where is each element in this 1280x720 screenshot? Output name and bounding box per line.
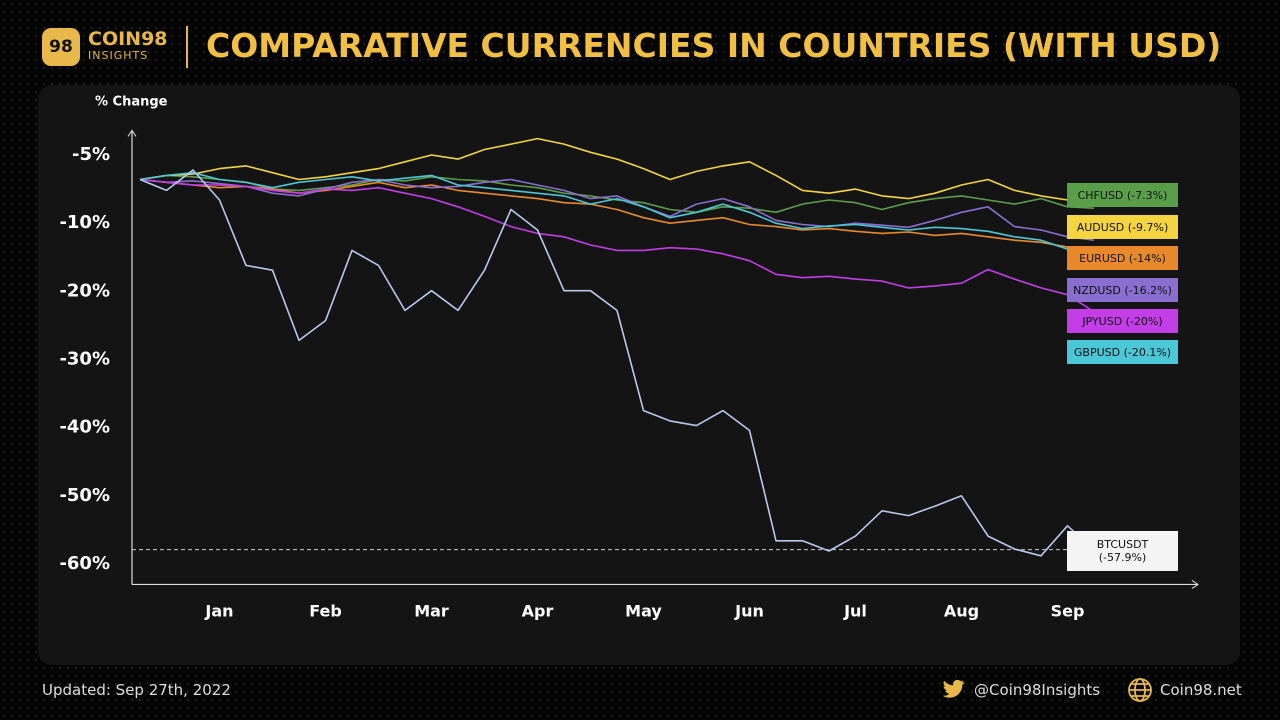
y-tick-label: -40% xyxy=(59,417,110,438)
logo-name: COIN98 xyxy=(88,28,168,50)
logo-mark: 98 xyxy=(42,28,80,66)
legend-tag: EURUSD (-14%) xyxy=(1067,246,1178,270)
website: Coin98.net xyxy=(1160,681,1242,699)
legend-tag: AUDUSD (-9.7%) xyxy=(1067,215,1178,239)
updated: Updated: Sep 27th, 2022 xyxy=(42,681,231,699)
x-tick-label: Aug xyxy=(944,602,979,621)
series-line xyxy=(139,169,1095,557)
legend-tag: NZDUSD (-16.2%) xyxy=(1067,278,1178,302)
y-axis-title: % Change xyxy=(95,95,168,110)
twitter-icon xyxy=(942,679,965,698)
legend-tag: JPYUSD (-20%) xyxy=(1067,309,1178,333)
divider xyxy=(186,26,188,68)
series-line xyxy=(139,178,1095,241)
logo-sub: INSIGHTS xyxy=(88,49,149,62)
y-tick-label: -30% xyxy=(59,349,110,370)
x-tick-label: Apr xyxy=(522,602,554,621)
x-tick-label: Feb xyxy=(309,602,342,621)
x-tick-label: Jun xyxy=(734,602,764,621)
legend-tag: GBPUSD (-20.1%) xyxy=(1067,340,1178,364)
x-tick-label: Sep xyxy=(1051,602,1085,621)
globe-icon xyxy=(1128,678,1152,702)
y-axis-arrow xyxy=(127,129,137,137)
series-line xyxy=(139,174,1095,214)
x-axis-arrow xyxy=(1191,580,1199,589)
series-line xyxy=(139,171,1095,259)
x-tick-label: May xyxy=(625,602,662,621)
series-line xyxy=(139,137,1095,205)
twitter-handle: @Coin98Insights xyxy=(974,681,1101,699)
series-line xyxy=(139,178,1095,313)
x-tick-label: Jul xyxy=(843,602,867,621)
legend-tag: BTCUSDT (-57.9%) xyxy=(1067,531,1178,571)
y-tick-label: -20% xyxy=(59,280,110,301)
x-tick-label: Mar xyxy=(414,602,449,621)
title: COMPARATIVE CURRENCIES IN COUNTRIES (WIT… xyxy=(206,26,1222,65)
y-tick-label: -10% xyxy=(59,212,110,233)
y-tick-label: -50% xyxy=(59,485,110,506)
y-tick-label: -5% xyxy=(72,144,110,165)
y-tick-label: -60% xyxy=(59,553,110,574)
x-tick-label: Jan xyxy=(204,602,233,621)
legend-tag: CHFUSD (-7.3%) xyxy=(1067,183,1178,207)
